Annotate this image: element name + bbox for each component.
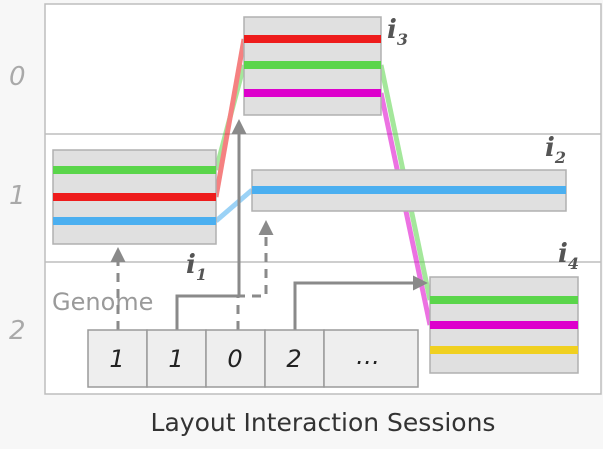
interaction-block-i2 [251,169,567,212]
label-i1: i1 [186,250,207,284]
block-i1-blue-bar [53,217,216,225]
genome-cell-4 [264,329,325,388]
genome-cell-3 [205,329,266,388]
block-i4-magenta-bar [430,321,578,329]
block-i1-red-bar [53,193,216,201]
block-i3-red-bar [244,35,381,43]
genome-label: Genome [52,288,153,316]
arrow-cell4-to-i4 [293,275,428,330]
arrow-cell2-to-i3 [175,119,247,330]
interaction-block-i4 [429,276,579,374]
genome-cell-2 [146,329,207,388]
transition-red-i1-i3 [213,38,247,198]
genome-value-4: 2 [286,345,301,373]
genome-value-1: 1 [109,345,124,373]
interaction-block-i3 [243,16,382,116]
block-i1-green-bar [53,166,216,174]
genome-value-3: 0 [227,345,242,373]
interaction-block-i1 [52,149,217,245]
block-i4-green-bar [430,296,578,304]
arrow-cell3-to-i2 [236,220,274,330]
transition-blue-i1-i2 [214,188,254,223]
genome-value-5: … [356,342,380,370]
label-i2: i2 [545,133,566,167]
genome-cells: 1 1 0 2 … [87,329,419,388]
diagram-caption: Layout Interaction Sessions [151,408,496,437]
block-i4-yellow-bar [430,346,578,354]
row-label-1: 1 [9,181,26,211]
row-label-2: 2 [9,316,26,346]
block-i3-green-bar [244,61,381,69]
label-i3: i3 [387,15,408,49]
block-i2-blue-bar [252,186,566,194]
genome-cell-1 [87,329,148,388]
row-label-0: 0 [9,62,26,92]
block-i3-magenta-bar [244,89,381,97]
label-i4: i4 [558,239,579,273]
genome-arrows [110,119,428,330]
genome-value-2: 1 [168,345,183,373]
genome-cell-5 [323,329,419,388]
